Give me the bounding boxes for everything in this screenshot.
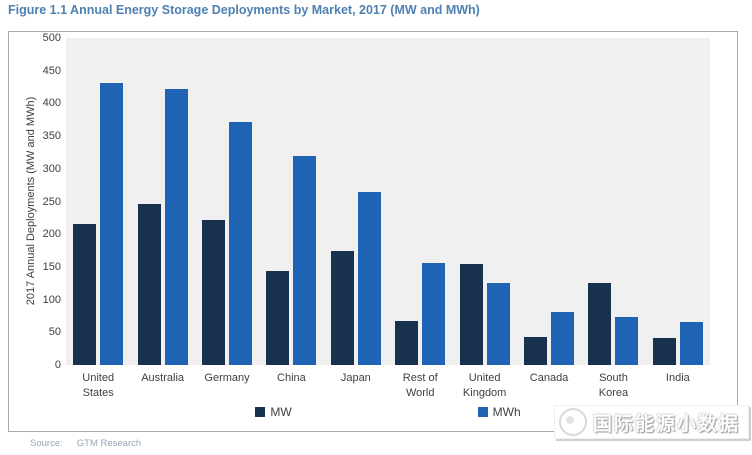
- y-axis-tick-label: 0: [54, 359, 61, 371]
- y-axis-tick-label: 50: [48, 326, 61, 339]
- bar-group: [66, 38, 130, 365]
- bar-mwh-4: [357, 192, 381, 365]
- y-axis-tick-label: 250: [42, 195, 61, 208]
- source-label: Source:: [30, 438, 63, 449]
- x-axis-label: Germany: [204, 372, 250, 384]
- watermark-text: 国际能源小数据: [592, 413, 740, 435]
- y-axis-tick-label: 450: [42, 64, 61, 77]
- watermark: 国际能源小数据: [553, 405, 749, 439]
- legend: MW MWh: [66, 405, 710, 419]
- x-axis-label: Rest of World: [402, 372, 438, 399]
- x-axis-label: China: [277, 372, 306, 384]
- y-axis-ticks: 0 50 100 150 200 250 300 350 400 450 500: [9, 32, 61, 371]
- bar-mw-2: [202, 220, 226, 365]
- x-axis-label: India: [665, 372, 690, 384]
- bar-mw-3: [266, 270, 290, 365]
- y-axis-tick-label: 400: [42, 97, 61, 110]
- x-axis-labels: United States Australia Germany China Japan R…: [66, 371, 710, 401]
- bar-group: [517, 38, 581, 365]
- legend-label: MW: [270, 405, 292, 419]
- bar-mwh-0: [100, 83, 124, 365]
- y-axis-tick-label: 100: [42, 293, 61, 306]
- bar-group: [130, 38, 194, 365]
- bar-mw-8: [588, 283, 612, 365]
- bar-mwh-2: [229, 121, 253, 365]
- x-axis-label: United Kingdom: [462, 372, 507, 399]
- bar-mw-1: [137, 204, 161, 365]
- bar-mwh-6: [486, 282, 510, 365]
- y-axis-tick-label: 500: [42, 32, 61, 44]
- plot-area: [66, 38, 710, 365]
- chart-area: 2017 Annual Deployments (MW and MWh) 0 50…: [8, 31, 738, 432]
- x-axis-label: Australia: [141, 372, 184, 384]
- bar-group: [581, 38, 645, 365]
- x-axis-label: Canada: [529, 372, 569, 384]
- legend-label: MWh: [492, 405, 521, 419]
- bar-group: [259, 38, 323, 365]
- bar-mwh-9: [679, 321, 703, 365]
- bar-mw-6: [459, 263, 483, 365]
- bar-mwh-7: [551, 312, 575, 365]
- y-axis-tick-label: 150: [42, 260, 61, 273]
- source-value: GTM Research: [76, 438, 142, 449]
- y-axis-tick-label: 200: [42, 228, 61, 241]
- legend-item-mw: MW: [255, 405, 292, 419]
- x-axis-label: South Korea: [598, 372, 629, 399]
- x-axis-label: United States: [82, 372, 115, 399]
- y-axis-tick-label: 350: [42, 130, 61, 143]
- bar-mwh-3: [293, 155, 317, 365]
- bar-group: [452, 38, 516, 365]
- bar-group: [324, 38, 388, 365]
- legend-swatch-icon: [477, 407, 488, 417]
- legend-swatch-icon: [255, 407, 266, 417]
- bar-mw-7: [524, 336, 548, 365]
- x-axis-label: Japan: [340, 372, 371, 384]
- bar-group: [195, 38, 259, 365]
- bar-mwh-1: [164, 89, 188, 365]
- figure-title: Figure 1.1 Annual Energy Storage Deploym…: [8, 3, 480, 17]
- bar-mwh-8: [615, 317, 639, 365]
- bar-group: [646, 38, 710, 365]
- bar-group: [388, 38, 452, 365]
- legend-item-mwh: MWh: [477, 405, 521, 419]
- bar-mw-9: [652, 338, 676, 365]
- y-axis-tick-label: 300: [42, 162, 61, 175]
- bar-mwh-5: [422, 262, 446, 365]
- bar-mw-0: [73, 224, 97, 365]
- watermark-logo-icon: [558, 408, 587, 436]
- source-row: Source: GTM Research: [30, 438, 141, 449]
- bar-mw-4: [330, 251, 354, 365]
- bar-mw-5: [395, 320, 419, 365]
